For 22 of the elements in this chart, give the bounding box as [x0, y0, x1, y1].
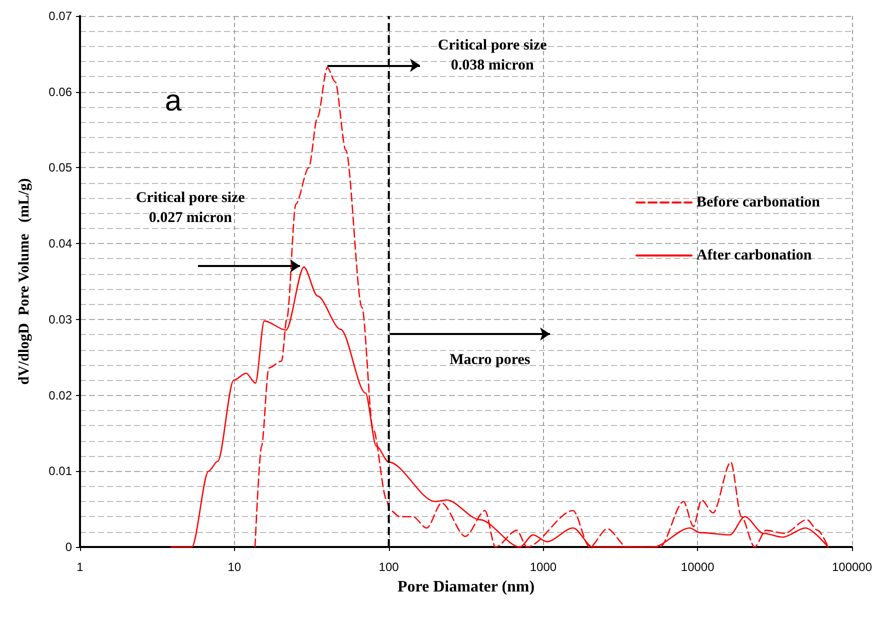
annotation: Critical pore size 0.038 micron: [438, 37, 548, 74]
x-tick-label: 100: [378, 560, 400, 574]
y-tick-label: 0.04: [48, 236, 72, 251]
x-tick-label: 1000: [530, 560, 557, 574]
y-tick-label: 0.01: [48, 464, 72, 478]
legend-label: Before carbonation: [696, 194, 821, 210]
annotation: Critical pore size 0.027 micron: [136, 190, 246, 226]
x-tick-label: 1: [76, 560, 84, 574]
y-axis-title: dV/dlogD Pore Volume (mL/g): [16, 178, 32, 385]
y-tick-label: 0.03: [48, 312, 72, 326]
x-tick-label: 10000: [680, 560, 715, 574]
y-tick-label: 0.06: [48, 84, 72, 99]
y-tick-label: 0.07: [48, 9, 72, 23]
annotation: Macro pores: [450, 352, 530, 368]
x-tick-label: 100000: [832, 560, 872, 574]
y-tick-label: 0: [65, 540, 72, 554]
x-axis-title: Pore Diamater (nm): [397, 578, 535, 596]
legend-label: After carbonation: [696, 248, 812, 264]
annotation: a: [164, 84, 182, 118]
y-tick-label: 0.05: [48, 160, 72, 175]
y-tick-label: 0.02: [48, 388, 72, 402]
x-tick-label: 10: [228, 560, 242, 574]
